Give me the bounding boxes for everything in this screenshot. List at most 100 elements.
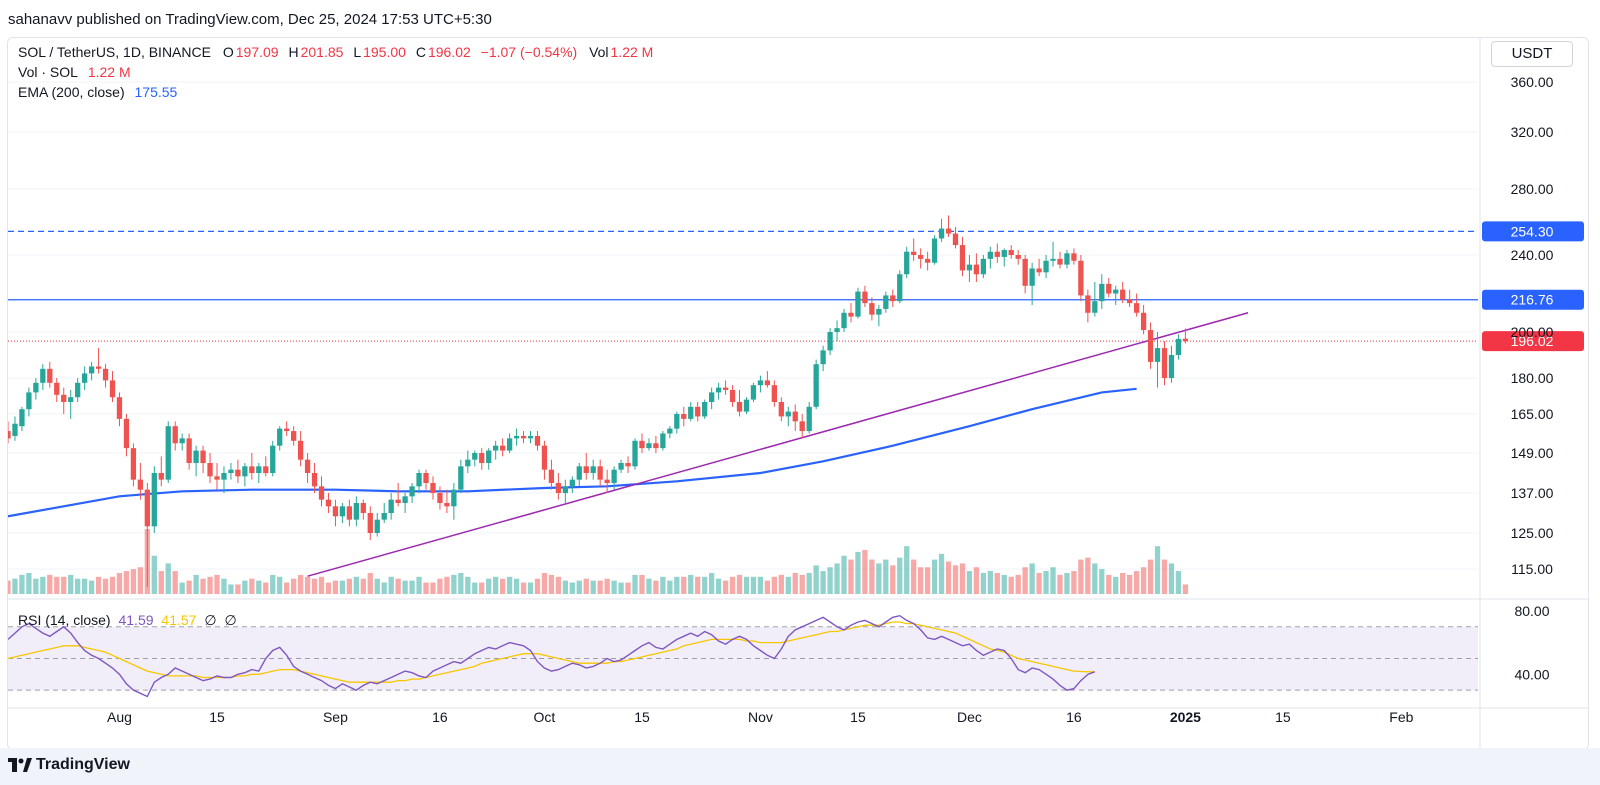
candle-body xyxy=(848,312,854,317)
candle-body xyxy=(256,466,262,473)
candle-body xyxy=(304,459,311,473)
tradingview-logo[interactable]: TradingView xyxy=(8,756,130,774)
volume-bar xyxy=(855,551,861,594)
ema-value: 175.55 xyxy=(134,84,178,100)
volume-bar xyxy=(8,580,11,594)
candle-body xyxy=(702,402,708,417)
candle-body xyxy=(116,397,123,419)
volume-bar xyxy=(869,559,875,594)
candle-body xyxy=(1022,258,1028,286)
volume-bar xyxy=(848,559,854,594)
volume-bar xyxy=(472,582,478,594)
volume-bar xyxy=(200,578,206,594)
last-price-label: 196.02 xyxy=(1511,333,1554,349)
candle-body xyxy=(729,390,736,402)
candle-body xyxy=(771,385,777,402)
candle-body xyxy=(158,473,164,480)
price-tick-label: 240.00 xyxy=(1511,247,1554,263)
volume-bar xyxy=(1008,576,1014,594)
volume-bar xyxy=(534,578,541,594)
candle-body xyxy=(1099,283,1105,302)
volume-bar xyxy=(945,561,952,594)
candle-body xyxy=(583,466,589,473)
candle-body xyxy=(876,308,882,315)
volume-bar xyxy=(1147,559,1154,594)
symbol-title[interactable]: SOL / TetherUS, 1D, BINANCE xyxy=(18,44,211,60)
volume-bar xyxy=(994,572,1000,594)
candle-body xyxy=(186,438,192,463)
close-value: 196.02 xyxy=(427,44,471,60)
volume-bar xyxy=(116,572,123,594)
candle-body xyxy=(562,486,568,493)
time-tick-label: 16 xyxy=(1066,709,1082,725)
volume-bar xyxy=(987,571,993,594)
candle-body xyxy=(486,450,492,463)
volume-bar xyxy=(75,578,81,594)
candle-body xyxy=(395,499,401,503)
volume-bar xyxy=(750,576,757,594)
candle-body xyxy=(527,435,534,439)
volume-bar xyxy=(451,574,457,594)
candle-body xyxy=(980,258,987,275)
volume-bar xyxy=(1043,571,1049,594)
candle-body xyxy=(869,303,875,315)
volume-bar xyxy=(102,578,109,594)
candle-body xyxy=(423,473,429,483)
volume-bar xyxy=(632,574,638,594)
volume-bar xyxy=(709,572,715,594)
rsi-na-2: ∅ xyxy=(224,612,237,628)
candle-body xyxy=(611,469,617,483)
candle-body xyxy=(764,380,771,386)
candle-body xyxy=(88,366,95,374)
volume-bar xyxy=(938,553,945,594)
price-tick-label: 320.00 xyxy=(1511,124,1554,140)
price-chart[interactable]: 254.30 216.76 196.02 360.00 320.00 280.00 240.… xyxy=(8,38,1588,749)
candle-body xyxy=(1092,301,1098,313)
volume-bar xyxy=(743,576,750,594)
candle-body xyxy=(625,463,631,467)
candle-body xyxy=(1168,355,1175,378)
volume-bar xyxy=(715,578,722,594)
volume-bar xyxy=(68,574,74,594)
time-tick-label: Feb xyxy=(1389,709,1413,725)
volume-bar xyxy=(207,576,213,594)
rsi-legend[interactable]: RSI (14, close) 41.59 41.57 ∅ ∅ xyxy=(18,612,237,629)
volume-bar xyxy=(332,580,339,594)
chart-panel[interactable]: 254.30 216.76 196.02 360.00 320.00 280.00 240.… xyxy=(7,37,1589,750)
tradingview-mark-icon xyxy=(8,757,32,772)
volume-bar xyxy=(778,574,784,594)
volume-bar xyxy=(360,578,366,594)
volume-bar xyxy=(1064,572,1070,594)
volume-bar xyxy=(486,578,492,594)
currency-button[interactable]: USDT xyxy=(1491,41,1573,67)
footer-bar: TradingView xyxy=(0,748,1600,785)
candle-body xyxy=(632,440,638,467)
candle-body xyxy=(959,245,966,271)
volume-bar xyxy=(130,569,137,594)
candle-body xyxy=(430,483,436,493)
trendline xyxy=(307,312,1249,577)
candle-body xyxy=(1140,312,1147,331)
candle-body xyxy=(904,251,910,275)
volume-bar xyxy=(771,576,777,594)
volume-bar xyxy=(806,572,812,594)
candle-body xyxy=(61,394,67,402)
volume-bar xyxy=(95,576,102,594)
volume-bar xyxy=(339,580,346,594)
candle-body xyxy=(318,486,325,500)
volume-bar xyxy=(499,578,506,594)
volume-bar xyxy=(12,578,18,594)
candle-body xyxy=(520,435,527,439)
volume-bar xyxy=(918,567,924,594)
ema-legend[interactable]: EMA (200, close) 175.55 xyxy=(18,84,179,100)
candle-body xyxy=(736,402,743,412)
candle-body xyxy=(47,368,53,383)
time-tick-label: Nov xyxy=(748,709,773,725)
volume-bar xyxy=(402,580,408,594)
volume-bar xyxy=(137,567,144,594)
volume-bar xyxy=(40,576,46,594)
candle-body xyxy=(270,445,276,473)
volume-legend[interactable]: Vol · SOL 1.22 M xyxy=(18,64,133,80)
candle-body xyxy=(931,238,938,263)
volume-bar xyxy=(33,578,39,594)
